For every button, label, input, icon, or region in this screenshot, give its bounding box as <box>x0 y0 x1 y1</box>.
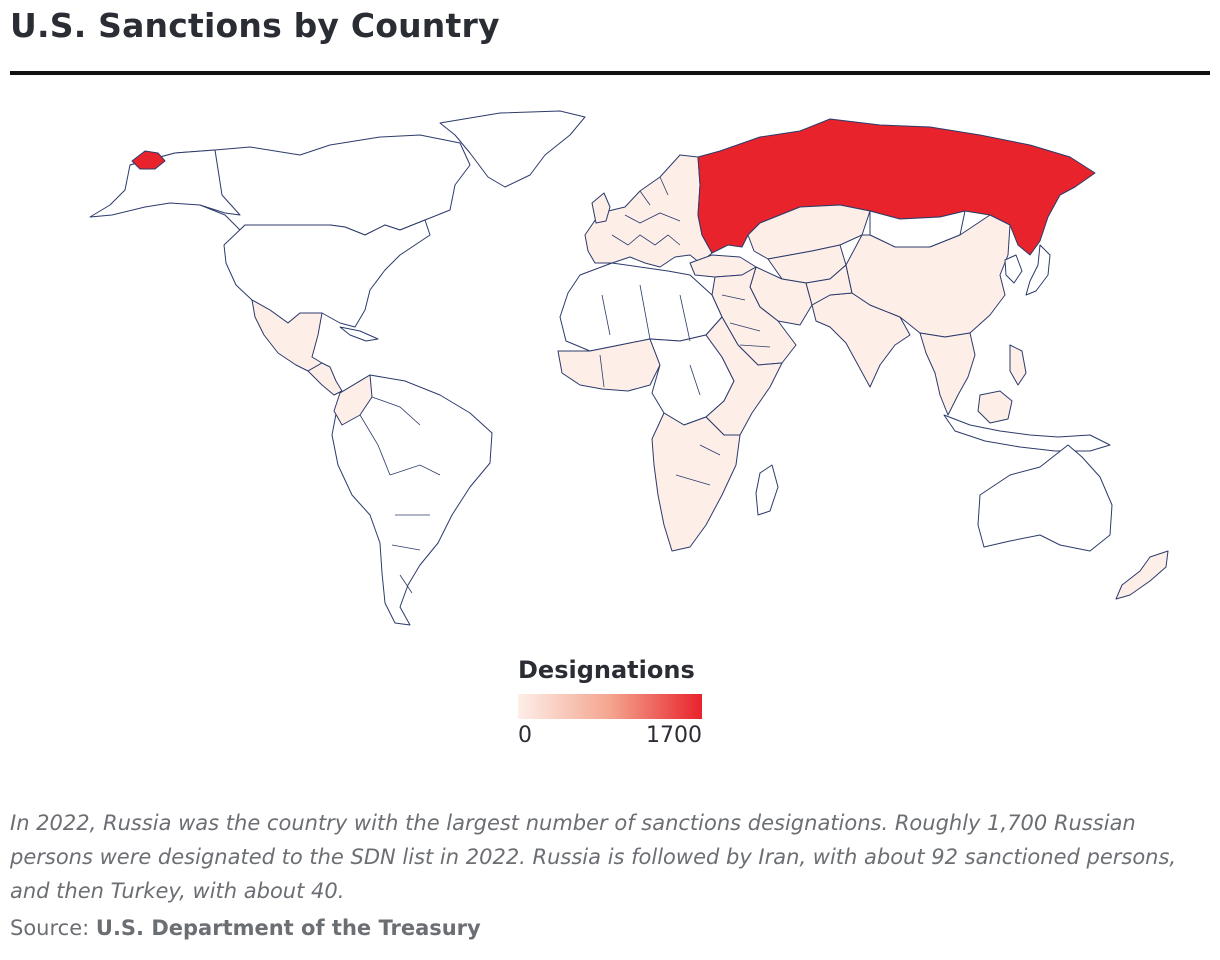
region-greenland[interactable] <box>439 110 586 188</box>
page-title: U.S. Sanctions by Country <box>10 6 500 45</box>
region-uk[interactable] <box>591 192 611 224</box>
region-australia[interactable] <box>977 444 1113 552</box>
border-africa <box>599 284 721 486</box>
legend-color-scale <box>518 694 702 719</box>
source-prefix: Source: <box>10 916 90 940</box>
region-west-africa[interactable] <box>557 338 661 392</box>
legend-min-label: 0 <box>518 723 532 748</box>
region-south-america[interactable] <box>331 374 493 626</box>
title-divider <box>10 71 1210 75</box>
border-middle-east <box>721 294 771 348</box>
region-new-zealand[interactable] <box>1115 550 1169 600</box>
region-korea[interactable] <box>1004 254 1023 284</box>
region-central-america[interactable] <box>307 362 343 396</box>
region-japan[interactable] <box>1025 244 1051 296</box>
region-southern-africa[interactable] <box>651 412 741 552</box>
region-china[interactable] <box>845 214 1011 338</box>
region-southeast-asia[interactable] <box>919 332 976 416</box>
region-madagascar[interactable] <box>755 464 779 516</box>
region-mexico[interactable] <box>251 299 323 372</box>
region-borneo[interactable] <box>977 390 1013 424</box>
region-alaska-russia-tip[interactable] <box>131 150 166 170</box>
legend-max-label: 1700 <box>646 723 702 748</box>
map-caption: In 2022, Russia was the country with the… <box>10 811 1177 903</box>
region-cuba[interactable] <box>339 326 379 342</box>
source-line: Source: U.S. Department of the Treasury <box>10 916 481 940</box>
map-legend: Designations 0 1700 <box>518 656 708 748</box>
legend-title: Designations <box>518 656 695 684</box>
border-europe <box>611 176 681 246</box>
world-map-svg <box>89 110 1169 626</box>
region-east-africa[interactable] <box>705 316 783 436</box>
region-indonesia[interactable] <box>943 414 1111 452</box>
legend-ticks: 0 1700 <box>518 719 702 748</box>
region-alaska[interactable] <box>89 149 241 218</box>
source-name[interactable]: U.S. Department of the Treasury <box>95 916 481 940</box>
region-usa[interactable] <box>223 219 431 328</box>
world-map <box>0 95 1220 645</box>
border-south-america <box>359 396 441 594</box>
region-philippines[interactable] <box>1009 344 1027 386</box>
